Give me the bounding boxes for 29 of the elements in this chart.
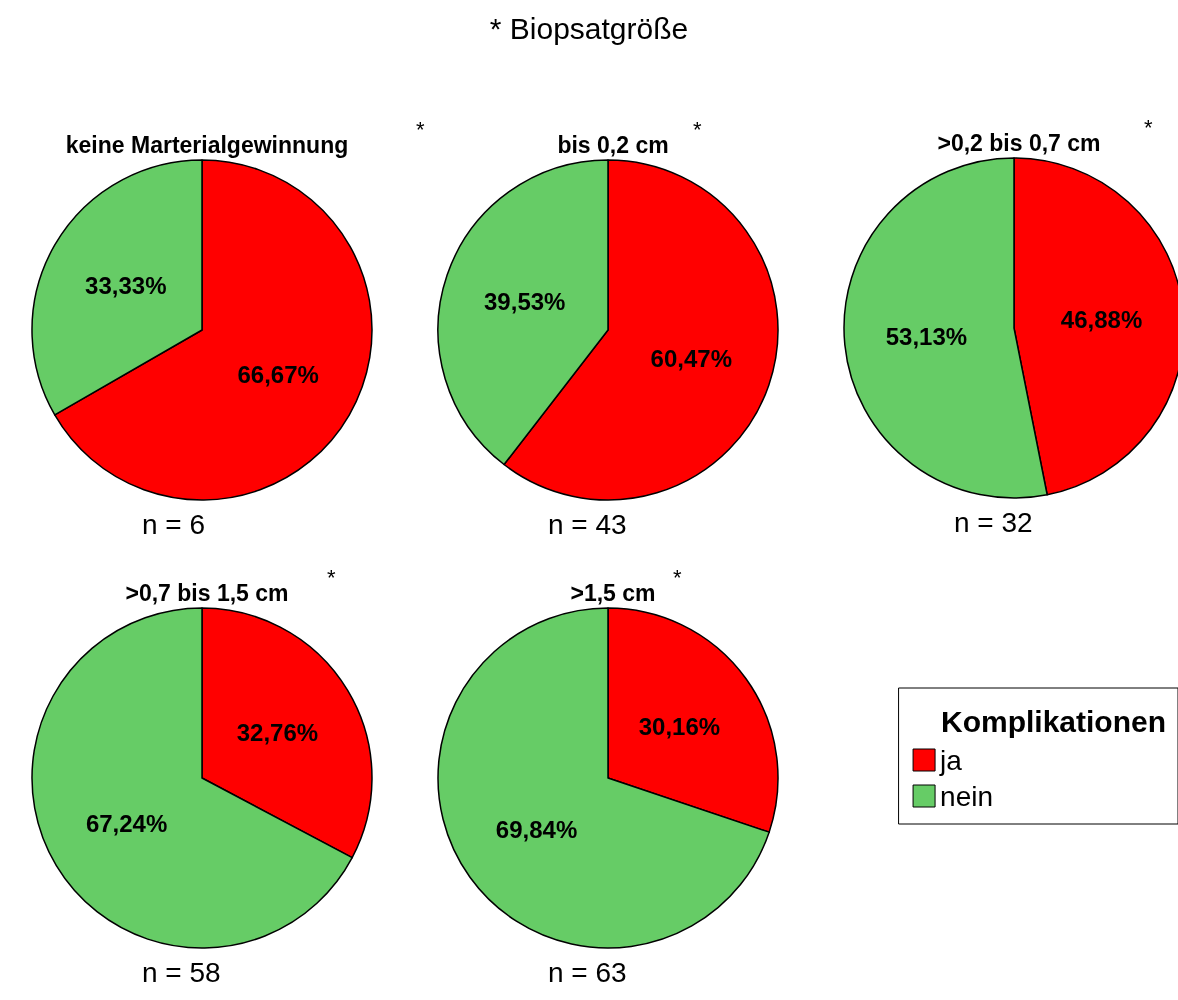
data-label: 60,47% (650, 344, 732, 372)
data-label: 53,13% (885, 323, 968, 351)
text: * (1144, 114, 1153, 140)
data-label: 30,16% (638, 713, 721, 741)
text: * (693, 116, 702, 142)
data-label: 46,88% (1060, 305, 1143, 333)
data-label: 32,76% (236, 719, 319, 747)
legend-label: ja (939, 744, 963, 776)
text: n = 6 (142, 508, 206, 540)
chart-title: >0,7 bis 1,5 cm (125, 579, 289, 606)
text: * (327, 564, 336, 590)
data-label: 69,84% (495, 815, 578, 843)
chart-title: >1,5 cm (570, 579, 656, 606)
chart-title: bis 0,2 cm (557, 131, 669, 158)
data-label: 67,24% (85, 809, 168, 837)
data-label: 66,67% (237, 360, 319, 388)
legend-title: Komplikationen (940, 704, 1166, 738)
chart-title: keine Marterialgewinnung (65, 131, 349, 158)
text: n = 43 (548, 508, 627, 540)
text: * Biopsatgröße (488, 12, 690, 46)
text: n = 32 (954, 506, 1033, 538)
text: * (416, 116, 425, 142)
chart-title: >0,2 bis 0,7 cm (937, 129, 1101, 156)
text: * (673, 564, 682, 590)
text: n = 63 (548, 956, 627, 988)
legend-label: nein (940, 780, 993, 812)
text: n = 58 (142, 956, 221, 988)
data-label: 39,53% (484, 288, 566, 316)
data-label: 33,33% (85, 272, 167, 300)
